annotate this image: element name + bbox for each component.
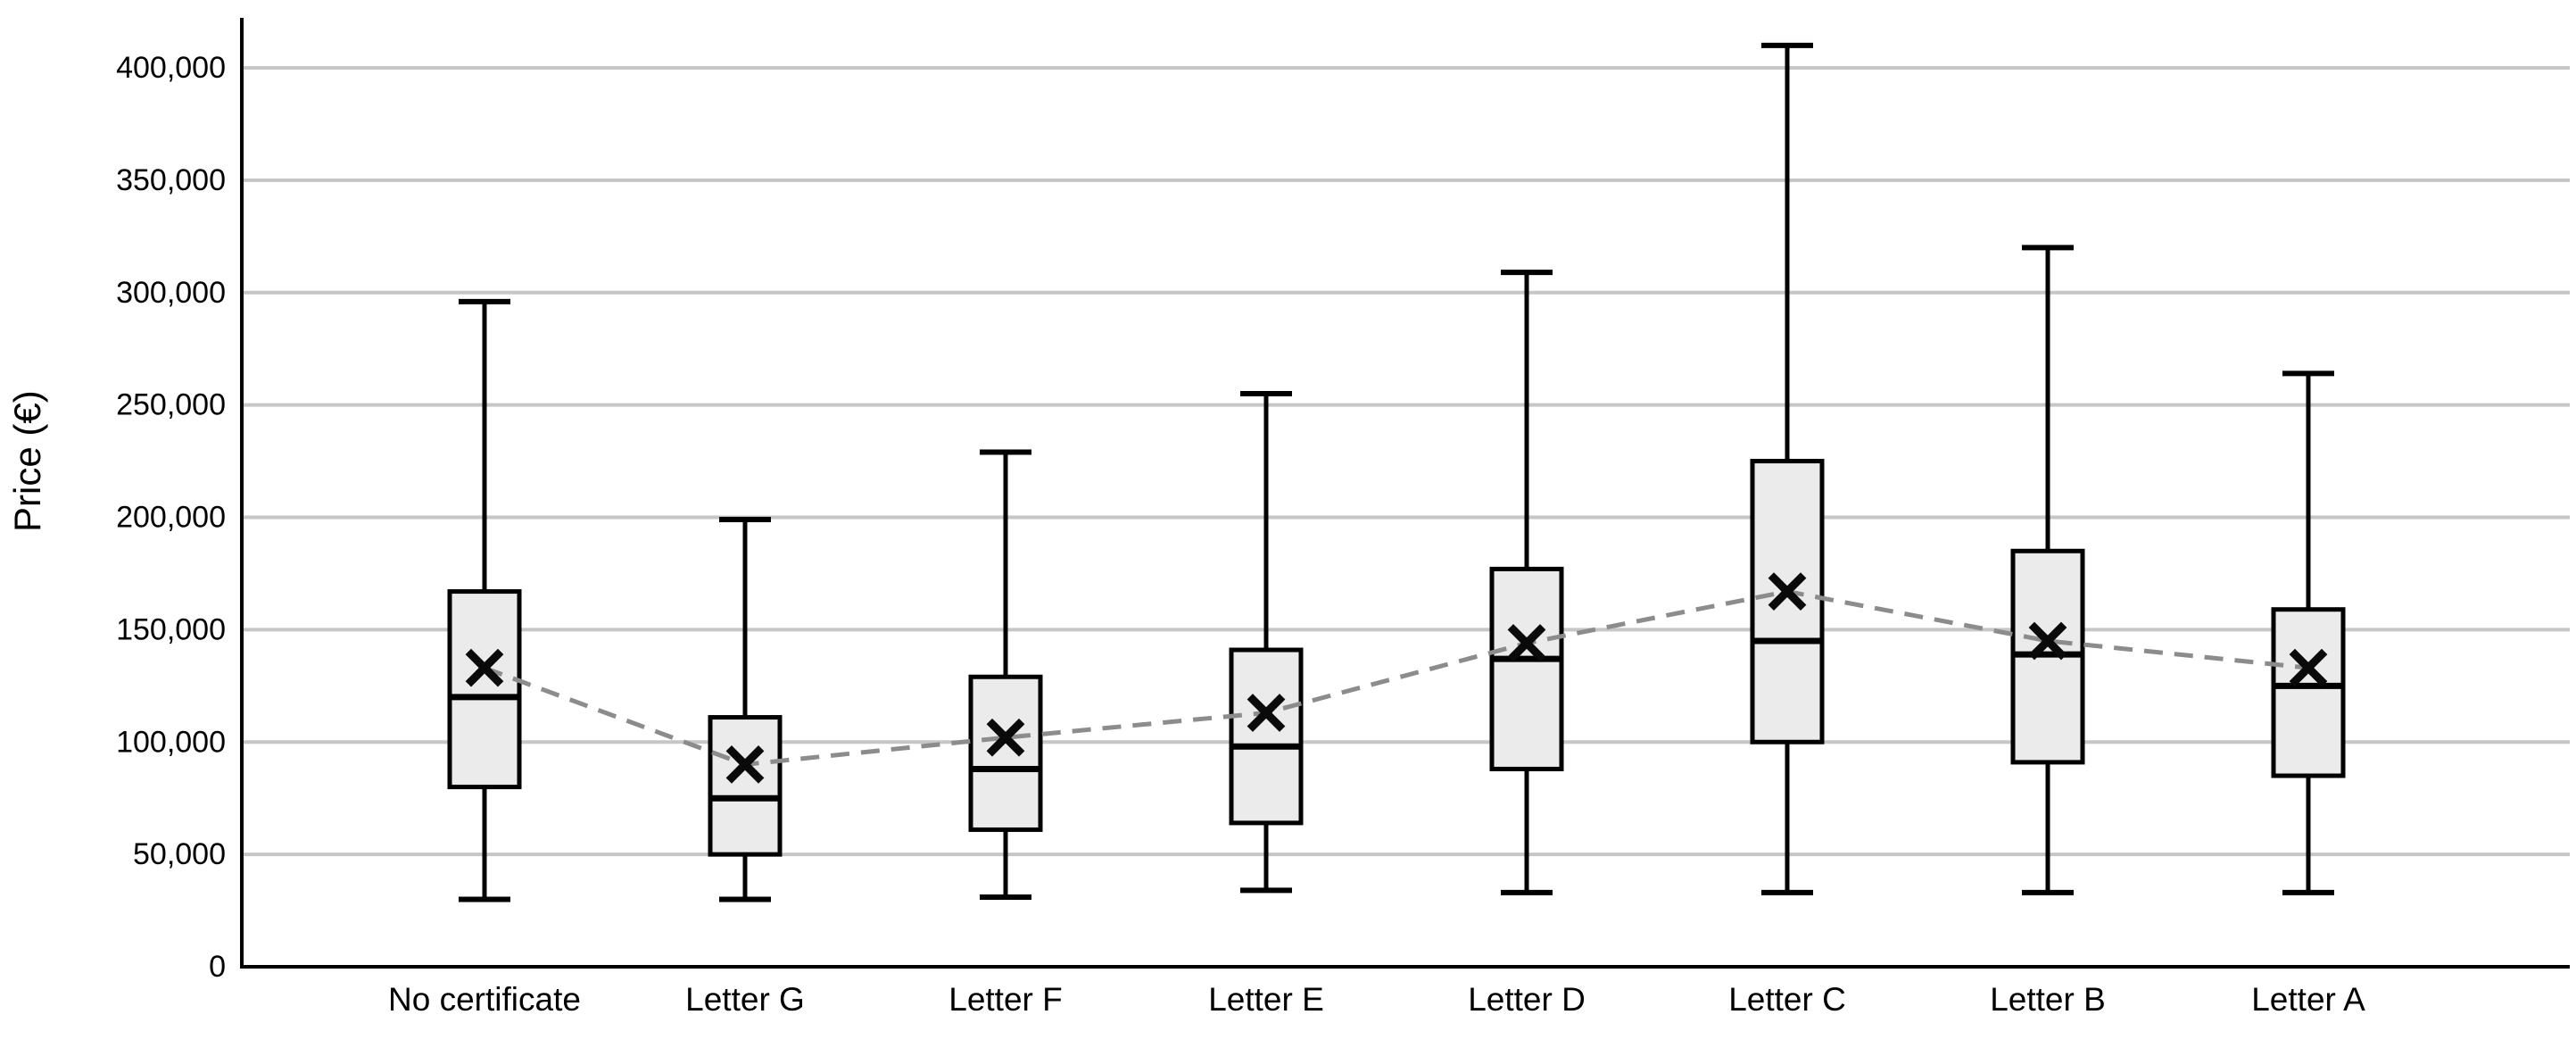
mean-x-marker xyxy=(1247,694,1286,732)
mean-trend-line xyxy=(484,589,2309,767)
box-letter-e xyxy=(1229,647,1304,826)
y-tick-label: 350,000 xyxy=(116,163,226,197)
mean-x-marker xyxy=(725,745,765,784)
x-category-label: Letter D xyxy=(1468,981,1586,1018)
box-letter-g xyxy=(708,715,783,857)
x-category-label: Letter C xyxy=(1728,981,1846,1018)
y-tick-label: 100,000 xyxy=(116,725,226,759)
y-tick-label: 200,000 xyxy=(116,501,226,535)
y-tick-label: 0 xyxy=(209,950,226,984)
x-category-label: No certificate xyxy=(388,981,581,1018)
box-no-certificate xyxy=(447,589,522,790)
mean-x-marker xyxy=(986,718,1025,757)
box-letter-a xyxy=(2271,607,2346,778)
x-category-label: Letter F xyxy=(948,981,1063,1018)
x-category-label: Letter A xyxy=(2251,981,2365,1018)
mean-x-marker xyxy=(2028,621,2067,661)
y-tick-label: 400,000 xyxy=(116,51,226,85)
box-letter-d xyxy=(1489,566,1564,771)
mean-x-marker xyxy=(465,648,504,687)
y-tick-label: 250,000 xyxy=(116,388,226,422)
box-letter-f xyxy=(968,674,1043,832)
y-tick-label: 50,000 xyxy=(133,837,226,871)
mean-x-marker xyxy=(1768,572,1807,611)
y-tick-label: 300,000 xyxy=(116,276,226,310)
box-letter-c xyxy=(1750,459,1825,744)
x-category-label: Letter G xyxy=(685,981,805,1018)
mean-x-marker xyxy=(2289,648,2328,687)
mean-x-marker xyxy=(1507,624,1546,662)
x-category-label: Letter B xyxy=(1990,981,2106,1018)
y-tick-label: 150,000 xyxy=(116,612,226,646)
x-category-label: Letter E xyxy=(1208,981,1324,1018)
